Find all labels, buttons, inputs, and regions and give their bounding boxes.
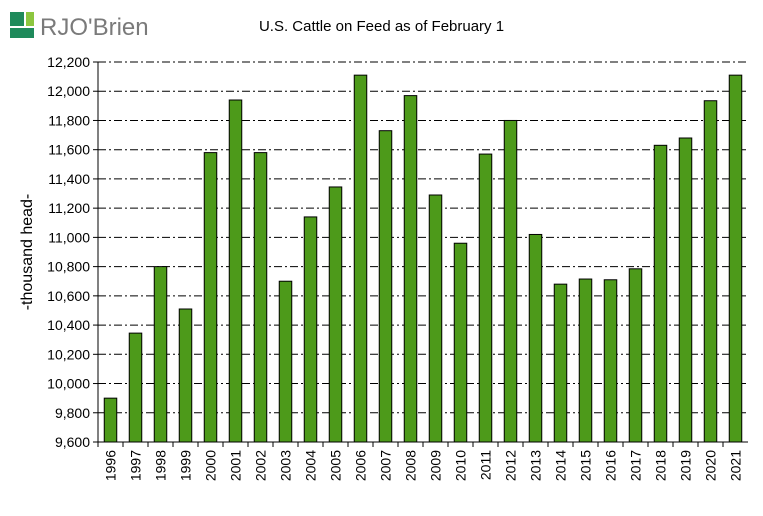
- x-tick-label: 1996: [103, 450, 119, 481]
- bar-2017: [628, 268, 643, 443]
- x-tick-label: 2020: [703, 450, 719, 481]
- y-tick-label: 10,200: [47, 346, 90, 362]
- bar-2004: [303, 216, 318, 443]
- x-tick-label: 2011: [478, 450, 494, 480]
- x-tick-label: 2012: [503, 450, 519, 481]
- bar-2015: [578, 278, 593, 443]
- y-tick-label: 9,600: [55, 434, 90, 450]
- x-tick-label: 2008: [403, 450, 419, 481]
- bar-2002: [253, 152, 268, 443]
- x-tick-label: 2019: [678, 450, 694, 481]
- bar-1999: [178, 308, 193, 443]
- y-tick-label: 10,000: [47, 376, 90, 392]
- bar-2018: [653, 144, 668, 443]
- logo-mark-icon: [10, 12, 34, 38]
- x-tick-label: 2017: [628, 450, 644, 481]
- x-tick-label: 2010: [453, 450, 469, 481]
- y-tick-label: 11,000: [48, 229, 90, 245]
- bar-2009: [428, 194, 443, 443]
- bar-2020: [703, 100, 718, 443]
- y-tick-label: 11,600: [48, 142, 90, 158]
- y-tick-label: 11,200: [48, 200, 90, 216]
- rjobrien-logo: RJO'Brien: [10, 12, 149, 41]
- bar-1998: [153, 266, 168, 443]
- x-tick-label: 2003: [278, 450, 294, 481]
- bar-1996: [103, 397, 118, 443]
- x-tick-label: 2009: [428, 450, 444, 481]
- bar-2007: [378, 130, 393, 443]
- x-tick-label: 2018: [653, 450, 669, 481]
- x-tick-label: 2021: [728, 450, 744, 481]
- y-axis-label: -thousand head-: [19, 194, 36, 311]
- bar-2006: [353, 74, 368, 443]
- y-tick-label: 10,600: [47, 288, 90, 304]
- axes: [97, 62, 748, 443]
- bar-1997: [128, 332, 143, 443]
- x-tick-label: 2015: [578, 450, 594, 481]
- x-tick-label: 1999: [178, 450, 194, 481]
- x-tick-label: 1997: [128, 450, 144, 481]
- y-tick-labels: 9,600 9,800 10,000 10,200 10,400 10,600 10,800…: [47, 54, 90, 450]
- bar-2019: [678, 137, 693, 443]
- y-tick-label: 9,800: [55, 405, 90, 421]
- x-tick-label: 2013: [528, 450, 544, 481]
- x-tick-labels: 1996 1997 1998 1999 2000 2001 2002 2003 2004 2005…: [97, 442, 744, 481]
- x-tick-label: 2006: [353, 450, 369, 481]
- bar-2014: [553, 283, 568, 443]
- y-tick-label: 12,200: [47, 54, 90, 70]
- bar-2010: [453, 242, 468, 443]
- x-tick-label: 2004: [303, 450, 319, 481]
- bar-2011: [478, 153, 493, 443]
- x-tick-label: 2014: [553, 450, 569, 481]
- bar-2016: [603, 279, 618, 443]
- y-tick-label: 10,400: [47, 317, 90, 333]
- y-tick-label: 12,000: [47, 83, 90, 99]
- x-tick-label: 2001: [228, 450, 244, 481]
- x-tick-label: 1998: [153, 450, 169, 481]
- bar-2005: [328, 186, 343, 443]
- y-tick-label: 10,800: [47, 259, 90, 275]
- bar-2013: [528, 233, 543, 443]
- bar-2012: [503, 119, 518, 443]
- bar-2008: [403, 95, 418, 443]
- logo-text: RJO'Brien: [40, 14, 149, 41]
- x-tick-label: 2005: [328, 450, 344, 481]
- bar-2001: [228, 99, 243, 443]
- y-tick-label: 11,800: [48, 112, 90, 128]
- bars: [103, 74, 743, 443]
- x-tick-label: 2000: [203, 450, 219, 481]
- bar-2000: [203, 152, 218, 443]
- y-tick-label: 11,400: [48, 171, 90, 187]
- x-tick-label: 2016: [603, 450, 619, 481]
- x-tick-label: 2007: [378, 450, 394, 481]
- x-tick-label: 2002: [253, 450, 269, 481]
- chart-title: U.S. Cattle on Feed as of February 1: [258, 18, 505, 35]
- bar-2003: [278, 280, 293, 443]
- bar-2021: [728, 74, 743, 443]
